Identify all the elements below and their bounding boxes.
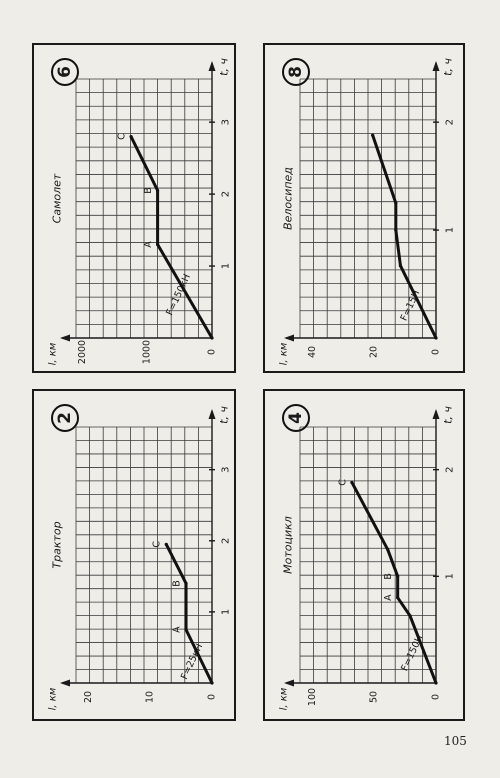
time-tick-label: 2 — [445, 466, 456, 472]
data-point — [129, 134, 133, 139]
distance-time-line — [350, 481, 438, 684]
data-point — [350, 480, 354, 485]
time-axis-arrow — [208, 61, 216, 71]
distance-tick-label: 20 — [369, 346, 380, 358]
grid — [75, 426, 213, 684]
data-point — [156, 188, 160, 193]
data-point — [434, 681, 438, 685]
distance-tick-label: 1000 — [142, 340, 153, 364]
panel-number: 4 — [286, 412, 306, 424]
point-label-a: A — [172, 626, 183, 633]
time-tick-label: 2 — [221, 538, 232, 544]
panel-number-circle — [51, 58, 79, 86]
time-tick-label: 3 — [221, 466, 232, 472]
time-axis-arrow — [208, 409, 216, 419]
time-axis-label: t, ч — [218, 406, 231, 424]
point-label-b: B — [383, 573, 394, 580]
point-label-c: C — [117, 133, 128, 140]
point-label-a: A — [383, 594, 394, 601]
distance-tick-label: 2000 — [77, 340, 88, 364]
data-point — [371, 133, 375, 137]
distance-tick-label: 0 — [431, 694, 442, 700]
distance-tick-label: 50 — [369, 691, 380, 703]
distance-tick-label: 20 — [83, 691, 94, 703]
panel-frame — [32, 389, 236, 721]
time-axis-label: t, ч — [442, 406, 455, 424]
time-axis-arrow — [432, 409, 440, 419]
data-point — [210, 681, 214, 685]
data-point — [210, 336, 214, 340]
panel-frame — [263, 43, 465, 373]
point-label-c: C — [152, 541, 163, 548]
data-point — [398, 264, 403, 268]
panel-number: 2 — [55, 412, 75, 424]
point-label-a: A — [143, 241, 154, 248]
distance-axis-label: l, км — [48, 342, 59, 365]
panel-number-circle — [282, 404, 310, 432]
chart-title: Трактор — [51, 521, 64, 568]
point-label-c: C — [337, 479, 348, 486]
data-point — [164, 542, 168, 546]
data-point — [184, 628, 188, 632]
panel-frame — [32, 43, 236, 373]
distance-axis-arrow — [60, 679, 70, 687]
time-axis-arrow — [432, 61, 440, 71]
distance-tick-label: 0 — [207, 349, 218, 355]
distance-axis-label: l, км — [279, 342, 290, 365]
page-number: 105 — [444, 734, 467, 748]
time-tick-label: 1 — [221, 263, 232, 269]
time-axis-label: t, ч — [218, 58, 231, 76]
data-point — [394, 228, 398, 232]
panel-number-circle — [51, 404, 79, 432]
data-point — [156, 242, 160, 247]
time-axis-label: t, ч — [442, 58, 455, 76]
chart-title: Самолет — [51, 173, 64, 223]
time-tick-label: 2 — [221, 191, 232, 197]
distance-axis-arrow — [284, 679, 294, 687]
distance-tick-label: 10 — [145, 691, 156, 703]
time-tick-label: 1 — [221, 609, 232, 615]
distance-axis-label: l, км — [48, 687, 59, 710]
data-point — [396, 596, 400, 600]
point-label-b: B — [172, 580, 183, 587]
time-tick-label: 1 — [445, 573, 456, 579]
distance-axis-label: l, км — [279, 687, 290, 710]
panel-number-circle — [282, 58, 310, 86]
data-point — [408, 614, 412, 618]
distance-axis-arrow — [60, 334, 70, 342]
time-tick-label: 3 — [221, 119, 232, 125]
data-point — [394, 201, 398, 205]
data-point — [386, 548, 390, 552]
distance-tick-label: 0 — [207, 694, 218, 700]
data-point — [434, 336, 438, 340]
chart-title: Мотоцикл — [282, 516, 295, 574]
time-tick-label: 1 — [445, 227, 456, 233]
distance-tick-label: 40 — [307, 346, 318, 358]
grid — [75, 78, 213, 339]
data-point — [396, 574, 400, 578]
time-tick-label: 2 — [445, 119, 456, 125]
panel-number: 8 — [286, 66, 306, 78]
distance-tick-label: 0 — [431, 349, 442, 355]
panel-number: 6 — [55, 66, 75, 78]
data-point — [184, 581, 188, 586]
chart-title: Велосипед — [282, 167, 295, 230]
panel-frame — [263, 389, 465, 721]
distance-tick-label: 100 — [307, 688, 318, 706]
point-label-b: B — [143, 187, 154, 194]
distance-time-line — [129, 135, 214, 339]
distance-time-line — [164, 543, 214, 684]
distance-axis-arrow — [284, 334, 294, 342]
